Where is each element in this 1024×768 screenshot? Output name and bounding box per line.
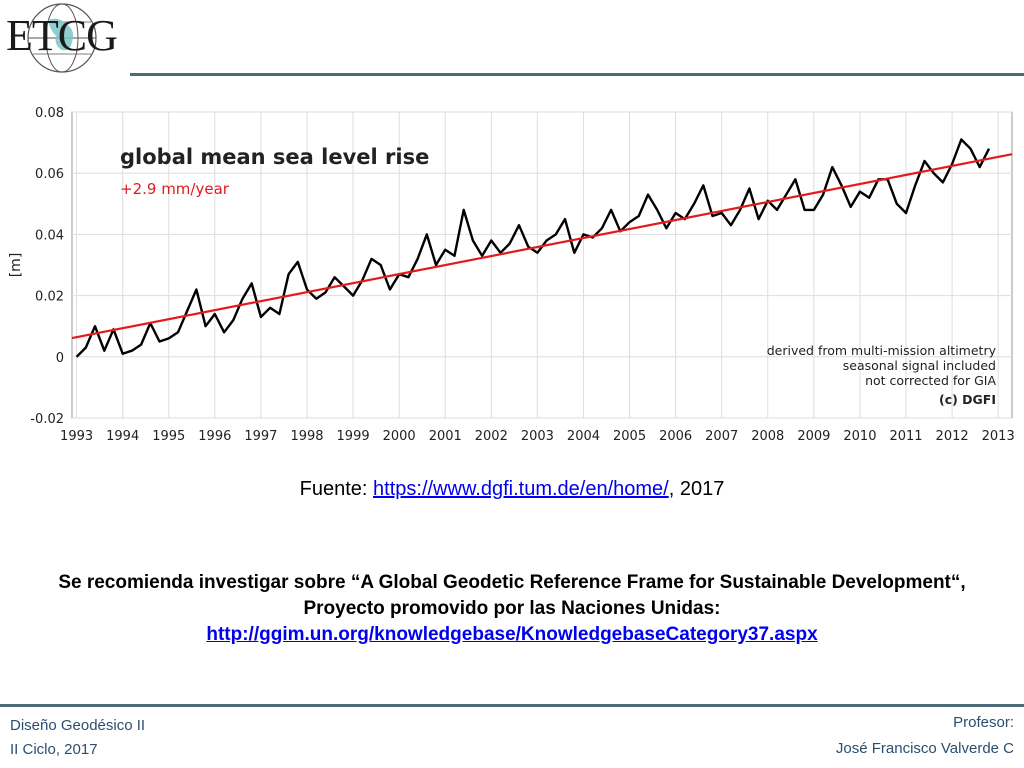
recommendation-link[interactable]: http://ggim.un.org/knowledgebase/Knowled… [206, 624, 818, 645]
x-tick-label: 1993 [60, 429, 93, 444]
course-term: II Ciclo, 2017 [10, 741, 98, 758]
trend-line [71, 153, 1013, 340]
x-tick-label: 2013 [982, 429, 1015, 444]
x-tick-label: 2011 [889, 429, 922, 444]
recommendation-block: Se recomienda investigar sobre “A Global… [40, 570, 984, 648]
y-tick-label: 0.08 [35, 106, 64, 121]
y-tick-label: 0.06 [35, 167, 64, 182]
x-tick-label: 1998 [290, 429, 323, 444]
x-tick-label: 2001 [429, 429, 462, 444]
professor-role: Profesor: [953, 714, 1014, 731]
source-prefix: Fuente: [299, 478, 374, 500]
x-tick-label: 2000 [383, 429, 416, 444]
axis-ticks: 0.08 0.06 0.04 0.02 0 -0.02 1993 1994 1995 1996 19… [30, 106, 1014, 444]
footer-course-info: Diseño Geodésico II II Ciclo, 2017 [10, 714, 145, 762]
x-tick-label: 1994 [106, 429, 139, 444]
source-link[interactable]: https://www.dgfi.tum.de/en/home/ [373, 478, 669, 500]
x-tick-label: 2004 [567, 429, 600, 444]
header-divider [130, 73, 1024, 76]
footer-divider [0, 704, 1024, 707]
chart-credit: (c) DGFI [939, 392, 996, 407]
logo-text: ETCG [6, 11, 118, 60]
note-seasonal: seasonal signal included [843, 358, 996, 373]
y-tick-label: -0.02 [30, 412, 64, 427]
x-tick-label: 2010 [843, 429, 876, 444]
professor-name: José Francisco Valverde C [835, 740, 1014, 757]
x-tick-label: 2007 [705, 429, 738, 444]
x-tick-label: 2009 [797, 429, 830, 444]
x-tick-label: 1996 [198, 429, 231, 444]
x-tick-label: 2002 [475, 429, 508, 444]
sea-level-chart: 0.08 0.06 0.04 0.02 0 -0.02 1993 1994 1995 1996 19… [8, 106, 1015, 444]
y-axis-label: [m] [8, 253, 24, 278]
y-tick-label: 0.02 [35, 290, 64, 305]
x-tick-label: 1995 [152, 429, 185, 444]
x-tick-label: 2003 [521, 429, 554, 444]
x-tick-label: 2012 [936, 429, 969, 444]
note-gia: not corrected for GIA [865, 373, 996, 388]
recommendation-text: Se recomienda investigar sobre “A Global… [58, 572, 966, 619]
course-name: Diseño Geodésico II [10, 717, 146, 734]
globe-icon [27, 3, 97, 73]
sea-level-series-line [75, 138, 991, 358]
x-tick-label: 1999 [337, 429, 370, 444]
grid-lines [72, 111, 1012, 419]
x-tick-label: 2008 [751, 429, 784, 444]
x-tick-label: 2005 [613, 429, 646, 444]
x-tick-label: 1997 [244, 429, 277, 444]
y-tick-label: 0 [56, 351, 64, 366]
source-suffix: , 2017 [668, 478, 725, 500]
x-tick-label: 2006 [659, 429, 692, 444]
trend-label: +2.9 mm/year [120, 180, 230, 198]
series-group [71, 138, 1013, 358]
footer-professor-info: Profesor: José Francisco Valverde C [836, 710, 1014, 762]
source-citation: Fuente: https://www.dgfi.tum.de/en/home/… [0, 478, 1024, 501]
chart-title: global mean sea level rise [120, 145, 429, 169]
y-tick-label: 0.04 [35, 228, 64, 243]
note-altimetry: derived from multi-mission altimetry [767, 343, 997, 358]
etcg-logo: ETCG [0, 0, 135, 76]
